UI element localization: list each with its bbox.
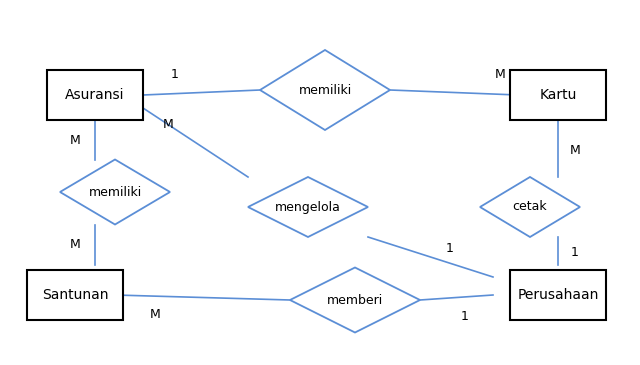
Text: Kartu: Kartu [540, 88, 577, 102]
Text: mengelola: mengelola [275, 200, 341, 214]
Bar [510, 270, 606, 320]
Text: memiliki: memiliki [88, 185, 141, 199]
Text: 1: 1 [446, 242, 454, 254]
Text: Santunan: Santunan [42, 288, 108, 302]
Text: memberi: memberi [327, 293, 383, 307]
Text: M: M [570, 143, 580, 157]
Text: Perusahaan: Perusahaan [517, 288, 598, 302]
Text: M: M [70, 238, 81, 251]
Bar [27, 270, 123, 320]
Text: M: M [70, 134, 81, 146]
Polygon shape [290, 268, 420, 333]
Text: M: M [163, 119, 173, 131]
Bar [510, 70, 606, 120]
Text: Asuransi: Asuransi [65, 88, 125, 102]
Text: 1: 1 [571, 246, 579, 258]
Text: 1: 1 [461, 310, 469, 323]
Text: memiliki: memiliki [298, 84, 351, 96]
Polygon shape [60, 160, 170, 224]
Polygon shape [248, 177, 368, 237]
Text: M: M [150, 308, 161, 322]
Bar [47, 70, 143, 120]
Text: 1: 1 [171, 69, 179, 81]
Polygon shape [480, 177, 580, 237]
Text: cetak: cetak [513, 200, 547, 214]
Text: M: M [495, 69, 506, 81]
Polygon shape [260, 50, 390, 130]
